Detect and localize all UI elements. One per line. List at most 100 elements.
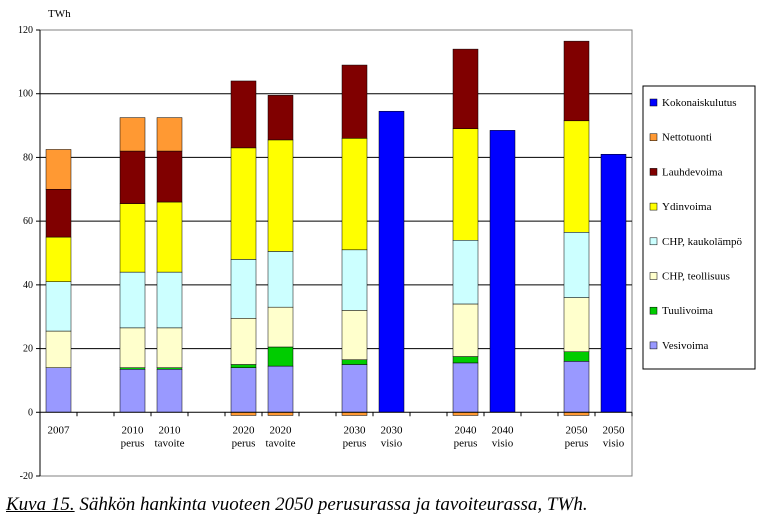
y-tick-label: 60 bbox=[23, 216, 33, 227]
bar-segment bbox=[452, 362, 479, 413]
bar-segment bbox=[452, 48, 479, 130]
x-tick-label: visio bbox=[492, 437, 514, 449]
x-tick-label: perus bbox=[232, 437, 256, 449]
y-tick-label: 20 bbox=[23, 344, 33, 355]
bar-segment bbox=[230, 80, 257, 149]
legend: Kokonaiskulutus Nettotuonti Lauhdevoima Ydi… bbox=[642, 85, 756, 370]
bar-segment bbox=[119, 203, 146, 273]
bar-segment bbox=[45, 281, 72, 332]
bar-segment bbox=[45, 189, 72, 238]
bar-segment bbox=[563, 351, 590, 362]
legend-swatch bbox=[649, 133, 658, 141]
bar-segment bbox=[341, 310, 368, 360]
bar-segment bbox=[563, 120, 590, 233]
bar-segment bbox=[341, 64, 368, 139]
bar-segment bbox=[119, 150, 146, 204]
x-tick-label: 2007 bbox=[48, 424, 71, 436]
legend-swatch bbox=[649, 237, 658, 246]
bar-segment bbox=[452, 356, 479, 364]
legend-box bbox=[642, 85, 756, 370]
bar-segment bbox=[267, 95, 294, 141]
x-tick-label: 2030 bbox=[344, 424, 367, 436]
bar-segment bbox=[563, 232, 590, 298]
bar-segment bbox=[45, 236, 72, 282]
legend-label: Tuulivoima bbox=[662, 305, 713, 317]
y-tick-label: 120 bbox=[18, 25, 33, 36]
figure-caption: Kuva 15. Sähkön hankinta vuoteen 2050 pe… bbox=[6, 494, 588, 516]
bars bbox=[45, 40, 627, 416]
bar-segment bbox=[563, 361, 590, 413]
x-tick-label: 2010 bbox=[122, 424, 145, 436]
y-tick-label: -20 bbox=[20, 471, 33, 482]
x-tick-label: 2030 bbox=[381, 424, 404, 436]
bar-segment bbox=[267, 346, 294, 367]
bar-segment bbox=[563, 40, 590, 122]
bar-segment bbox=[45, 330, 72, 368]
bar-segment bbox=[156, 150, 183, 203]
legend-swatch bbox=[649, 98, 658, 107]
bar-segment bbox=[341, 249, 368, 311]
bar-segment bbox=[452, 303, 479, 357]
bar-segment bbox=[119, 117, 146, 152]
bar-segment bbox=[267, 251, 294, 308]
bar-segment bbox=[267, 365, 294, 413]
legend-label: Nettotuonti bbox=[662, 132, 712, 144]
bar-segment bbox=[267, 306, 294, 348]
legend-swatch bbox=[649, 168, 658, 176]
bar-segment bbox=[378, 110, 405, 413]
y-tick-label: 80 bbox=[23, 152, 33, 163]
bar-segment bbox=[230, 147, 257, 260]
x-tick-label: tavoite bbox=[266, 437, 296, 449]
bar-segment bbox=[119, 327, 146, 368]
x-tick-label: 2010 bbox=[159, 424, 182, 436]
x-tick-label: 2050 bbox=[566, 424, 589, 436]
x-tick-label: perus bbox=[121, 437, 145, 449]
legend-swatch bbox=[649, 306, 658, 315]
caption-text: Sähkön hankinta vuoteen 2050 perusurassa… bbox=[74, 494, 588, 515]
bar-segment bbox=[230, 367, 257, 413]
x-tick-label: 2020 bbox=[233, 424, 256, 436]
bar-segment bbox=[156, 327, 183, 368]
legend-swatch bbox=[649, 202, 658, 211]
x-tick-label: 2040 bbox=[455, 424, 478, 436]
y-tick-label: 100 bbox=[18, 89, 33, 100]
bar-segment bbox=[230, 259, 257, 319]
bar-segment bbox=[45, 367, 72, 413]
legend-label: Ydinvoima bbox=[662, 201, 712, 213]
x-tick-label: perus bbox=[565, 437, 589, 449]
legend-label: CHP, kaukolämpö bbox=[662, 236, 743, 248]
bar-segment bbox=[489, 130, 516, 413]
bar-segment bbox=[341, 364, 368, 413]
y-tick-label: 40 bbox=[23, 280, 33, 291]
bar-segment bbox=[230, 364, 257, 368]
bar-segment bbox=[267, 139, 294, 252]
x-tick-label: 2040 bbox=[492, 424, 515, 436]
legend-label: Kokonaiskulutus bbox=[662, 97, 737, 109]
bar-segment bbox=[119, 271, 146, 329]
y-tick-label: 0 bbox=[28, 407, 33, 418]
x-tick-label: 2050 bbox=[603, 424, 626, 436]
legend-swatch bbox=[649, 341, 658, 350]
x-tick-label: 2020 bbox=[270, 424, 293, 436]
legend-label: Vesivoima bbox=[662, 340, 709, 352]
legend-swatch bbox=[649, 272, 658, 280]
caption-number: Kuva 15. bbox=[6, 494, 75, 515]
x-tick-label: perus bbox=[454, 437, 478, 449]
bar-segment bbox=[156, 271, 183, 329]
bar-segment bbox=[119, 369, 146, 413]
bar-segment bbox=[341, 359, 368, 365]
legend-label: Lauhdevoima bbox=[662, 166, 723, 178]
legend-label: CHP, teollisuus bbox=[662, 271, 730, 283]
x-tick-label: visio bbox=[603, 437, 625, 449]
bar-segment bbox=[452, 128, 479, 241]
x-tick-label: tavoite bbox=[155, 437, 185, 449]
bar-segment bbox=[230, 318, 257, 365]
bar-segment bbox=[45, 149, 72, 190]
bar-segment bbox=[156, 117, 183, 152]
bar-segment bbox=[156, 201, 183, 273]
y-axis-unit-label: TWh bbox=[48, 8, 71, 20]
bar-segment bbox=[341, 138, 368, 251]
bar-segment bbox=[156, 369, 183, 413]
